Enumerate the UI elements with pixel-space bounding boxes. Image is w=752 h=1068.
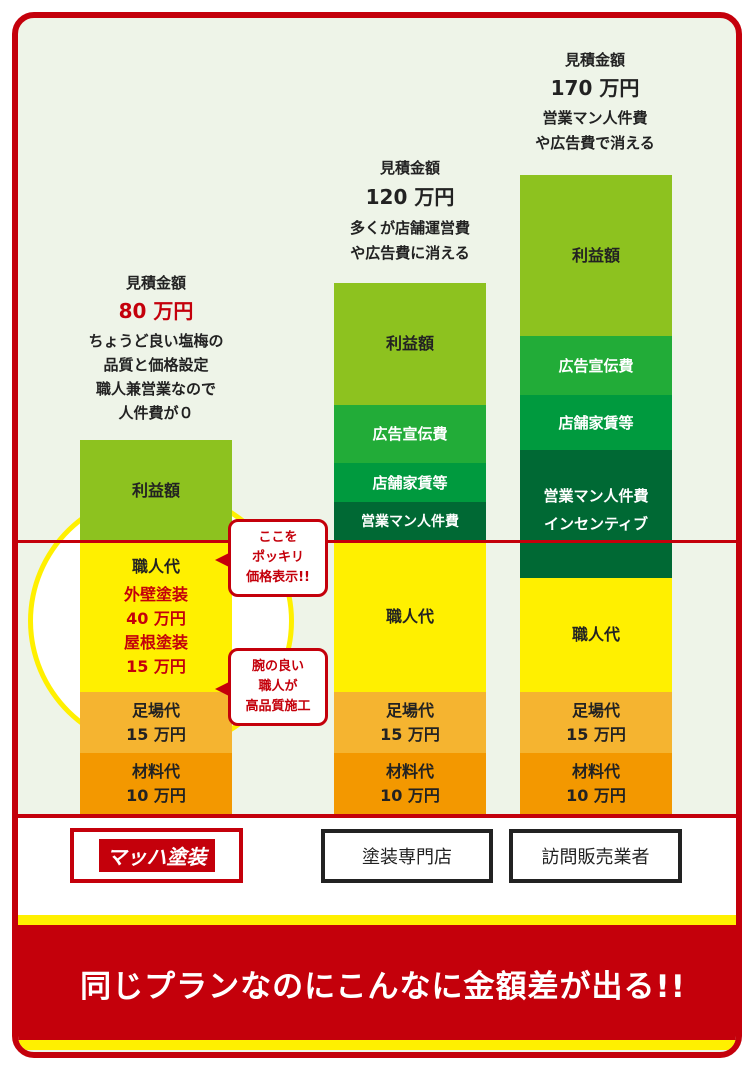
label: 10 万円 bbox=[380, 785, 440, 805]
col2-note-2: や広告費に消える bbox=[350, 244, 470, 262]
col2-rent: 店舗家賃等 bbox=[334, 463, 486, 502]
label: 広告宣伝費 bbox=[372, 425, 448, 443]
col3-profit: 利益額 bbox=[520, 175, 672, 336]
yellow-stripe-bottom bbox=[18, 1040, 736, 1050]
col2-note-1: 多くが店舗運営費 bbox=[349, 219, 471, 237]
label: 利益額 bbox=[385, 334, 434, 353]
label: 価格表示!! bbox=[246, 570, 310, 585]
label: 広告宣伝費 bbox=[558, 356, 634, 375]
col2-material: 材料代 10 万円 bbox=[334, 753, 486, 814]
col3-sales-staff: 営業マン人件費 インセンティブ bbox=[520, 450, 672, 578]
col3-labor: 職人代 bbox=[520, 578, 672, 692]
label: 職人代 bbox=[571, 625, 620, 644]
label: 15 万円 bbox=[126, 724, 186, 744]
label-door-to-door-seller: 訪問販売業者 bbox=[509, 829, 682, 883]
banner-text: 同じプランなのにこんなに金額差が出る!! bbox=[80, 969, 686, 1005]
label: 10 万円 bbox=[126, 785, 186, 805]
label: 材料代 bbox=[385, 761, 434, 781]
label: 15 万円 bbox=[566, 724, 626, 744]
col2-profit: 利益額 bbox=[334, 283, 486, 405]
col3-material: 材料代 10 万円 bbox=[520, 753, 672, 814]
label: 職人が bbox=[258, 679, 298, 694]
col1-material: 材料代 10 万円 bbox=[80, 753, 232, 814]
label: 職人代 bbox=[131, 556, 180, 576]
col2-scaffold: 足場代 15 万円 bbox=[334, 692, 486, 753]
infographic-frame: 見積金額 80 万円 ちょうど良い塩梅の 品質と価格設定 職人兼営業なので 人件… bbox=[12, 12, 742, 1058]
label: ここを bbox=[258, 530, 298, 545]
label: 外壁塗装 bbox=[123, 584, 188, 604]
label: 足場代 bbox=[385, 700, 434, 720]
col2-amount: 120 万円 bbox=[365, 185, 455, 209]
col1-note-1: ちょうど良い塩梅の bbox=[88, 332, 224, 350]
label: 10 万円 bbox=[566, 785, 626, 805]
label: ポッキリ bbox=[251, 550, 304, 565]
col3-rent: 店舗家賃等 bbox=[520, 395, 672, 450]
col3-note-1: 営業マン人件費 bbox=[542, 109, 648, 127]
col3-note-2: や広告費で消える bbox=[535, 134, 655, 152]
label: 営業マン人件費 bbox=[543, 487, 649, 505]
label: 店舗家賃等 bbox=[372, 473, 448, 492]
label: 腕の良い bbox=[251, 659, 304, 674]
callout-bubble-quality: 腕の良い職人が高品質施工 bbox=[215, 648, 328, 726]
label: 職人代 bbox=[385, 606, 434, 626]
label: 材料代 bbox=[571, 761, 620, 781]
label: 利益額 bbox=[131, 480, 180, 500]
price-line bbox=[18, 540, 736, 543]
col2-estimate-label: 見積金額 bbox=[379, 159, 441, 177]
col3-amount: 170 万円 bbox=[550, 76, 640, 100]
label: 15 万円 bbox=[126, 656, 186, 676]
label: 店舗家賃等 bbox=[558, 413, 634, 432]
col2-labor: 職人代 bbox=[334, 541, 486, 692]
brand-logo: マッハ塗装 bbox=[70, 828, 243, 883]
label: インセンティブ bbox=[543, 515, 649, 533]
col3-advertising: 広告宣伝費 bbox=[520, 336, 672, 395]
col1-labor: 職人代 外壁塗装 40 万円 屋根塗装 15 万円 bbox=[80, 541, 232, 692]
banner: 同じプランなのにこんなに金額差が出る!! bbox=[18, 925, 736, 1042]
label: 材料代 bbox=[131, 761, 180, 781]
label: 営業マン人件費 bbox=[361, 513, 459, 530]
col3-scaffold: 足場代 15 万円 bbox=[520, 692, 672, 753]
label: 40 万円 bbox=[126, 608, 186, 628]
label: 高品質施工 bbox=[245, 699, 311, 714]
col1-note-4: 人件費が０ bbox=[118, 404, 194, 422]
col3-estimate-label: 見積金額 bbox=[564, 51, 626, 69]
label: 足場代 bbox=[131, 700, 180, 720]
label: 利益額 bbox=[571, 245, 620, 265]
yellow-stripe-top bbox=[18, 915, 736, 925]
col2-advertising: 広告宣伝費 bbox=[334, 405, 486, 463]
col2-sales-staff: 営業マン人件費 bbox=[334, 502, 486, 541]
col1-scaffold: 足場代 15 万円 bbox=[80, 692, 232, 753]
col1-note-2: 品質と価格設定 bbox=[103, 356, 209, 374]
label: 15 万円 bbox=[380, 724, 440, 744]
col1-note-3: 職人兼営業なので bbox=[95, 380, 217, 398]
callout-bubble-price: ここをポッキリ価格表示!! bbox=[215, 519, 328, 597]
label: 屋根塗装 bbox=[123, 632, 188, 652]
logo-text: マッハ塗装 bbox=[98, 839, 215, 872]
col1-estimate-label: 見積金額 bbox=[125, 274, 187, 292]
col1-profit: 利益額 bbox=[80, 440, 232, 541]
label-paint-specialist: 塗装専門店 bbox=[321, 829, 493, 883]
col1-amount: 80 万円 bbox=[118, 299, 194, 323]
label: 足場代 bbox=[571, 700, 620, 720]
